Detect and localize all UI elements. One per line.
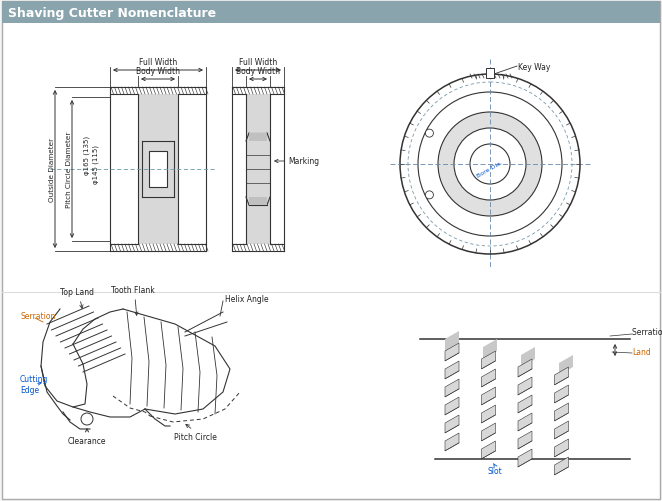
Polygon shape (445, 433, 459, 451)
Polygon shape (445, 343, 459, 361)
Polygon shape (481, 351, 495, 369)
Polygon shape (555, 367, 569, 385)
Text: Serration Depth: Serration Depth (632, 328, 662, 337)
Text: Full Width: Full Width (239, 58, 277, 67)
Text: Pitch Circle: Pitch Circle (173, 432, 216, 441)
Polygon shape (481, 387, 495, 405)
Polygon shape (518, 431, 532, 449)
Text: Slot: Slot (488, 466, 502, 475)
Bar (138, 95, 178, 244)
Text: Body Width: Body Width (236, 67, 280, 76)
Polygon shape (518, 395, 532, 413)
Text: Outside Diameter: Outside Diameter (49, 138, 55, 202)
Polygon shape (518, 377, 532, 395)
Polygon shape (445, 379, 459, 397)
Text: Land: Land (632, 348, 651, 357)
Polygon shape (481, 423, 495, 441)
Bar (246, 95, 270, 244)
Polygon shape (445, 397, 459, 415)
Text: Serration: Serration (20, 312, 56, 321)
Text: Top Land: Top Land (60, 288, 94, 297)
Polygon shape (445, 331, 459, 351)
Bar (149, 152, 167, 188)
Text: Pitch Circle Diameter: Pitch Circle Diameter (66, 132, 72, 208)
Polygon shape (445, 361, 459, 379)
Text: Cutting
Edge: Cutting Edge (20, 375, 48, 394)
Polygon shape (518, 359, 532, 377)
Polygon shape (555, 457, 569, 475)
Text: Body Width: Body Width (136, 67, 180, 76)
Polygon shape (481, 369, 495, 387)
Bar (486, 69, 494, 79)
Polygon shape (555, 385, 569, 403)
Polygon shape (481, 441, 495, 459)
Polygon shape (518, 413, 532, 431)
Text: Full Width: Full Width (139, 58, 177, 67)
Circle shape (426, 191, 434, 199)
Text: Marking: Marking (288, 157, 319, 166)
Polygon shape (445, 415, 459, 433)
Circle shape (426, 130, 434, 138)
Text: φ145 (115): φ145 (115) (93, 145, 99, 184)
Text: Helix Angle: Helix Angle (225, 295, 269, 304)
Text: Shaving Cutter Nomenclature: Shaving Cutter Nomenclature (8, 8, 216, 21)
Polygon shape (555, 439, 569, 457)
Bar (249, 197, 267, 205)
Polygon shape (481, 405, 495, 423)
Polygon shape (521, 347, 535, 367)
Polygon shape (555, 403, 569, 421)
Text: Tooth Flank: Tooth Flank (111, 286, 155, 295)
Bar (2, 2, 660, 24)
Circle shape (438, 113, 542, 216)
Polygon shape (483, 339, 497, 359)
Polygon shape (559, 355, 573, 375)
Circle shape (81, 413, 93, 425)
Text: Bore Dia.: Bore Dia. (476, 159, 504, 178)
Polygon shape (518, 449, 532, 467)
Text: Key Way: Key Way (518, 63, 550, 71)
Text: Clearance: Clearance (68, 436, 106, 445)
Bar (249, 134, 267, 142)
Text: φ165 (135): φ165 (135) (84, 135, 90, 174)
Polygon shape (555, 421, 569, 439)
Circle shape (470, 145, 510, 185)
Circle shape (454, 129, 526, 200)
